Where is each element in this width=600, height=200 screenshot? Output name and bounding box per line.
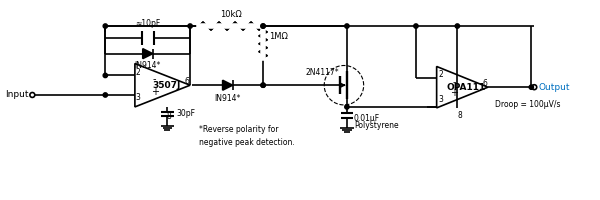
Circle shape: [345, 24, 349, 28]
Text: 3507J: 3507J: [152, 81, 181, 90]
Text: +: +: [451, 88, 458, 98]
Circle shape: [103, 73, 107, 78]
Circle shape: [103, 24, 107, 28]
Polygon shape: [143, 49, 152, 59]
Text: Droop = 100μV/s: Droop = 100μV/s: [495, 100, 560, 109]
Text: IN914*: IN914*: [134, 61, 161, 70]
Text: 0.01μF: 0.01μF: [354, 114, 380, 123]
Text: 3: 3: [439, 95, 443, 104]
Text: *Reverse polarity for
negative peak detection.: *Reverse polarity for negative peak dete…: [199, 125, 295, 147]
Text: 8: 8: [457, 111, 462, 120]
Text: ≈10pF: ≈10pF: [135, 19, 160, 28]
Circle shape: [103, 93, 107, 97]
Circle shape: [345, 105, 349, 109]
Text: IN914*: IN914*: [214, 94, 241, 103]
Circle shape: [455, 24, 460, 28]
Text: Output: Output: [538, 83, 570, 92]
Text: 3: 3: [136, 93, 141, 102]
Text: 8: 8: [166, 112, 171, 121]
Text: 2: 2: [439, 70, 443, 79]
Text: 30pF: 30pF: [176, 109, 196, 118]
Text: Input: Input: [5, 90, 28, 99]
Text: 6: 6: [482, 79, 487, 88]
Circle shape: [529, 85, 533, 89]
Polygon shape: [223, 80, 233, 90]
Text: 2N4117*: 2N4117*: [305, 68, 339, 77]
Text: -: -: [452, 77, 456, 87]
Text: 10kΩ: 10kΩ: [220, 10, 241, 19]
Circle shape: [261, 24, 265, 28]
Text: -: -: [153, 74, 157, 84]
Text: OPA111: OPA111: [446, 83, 486, 92]
Circle shape: [188, 24, 192, 28]
Text: 1MΩ: 1MΩ: [269, 32, 288, 41]
Text: 2: 2: [136, 68, 140, 77]
Circle shape: [414, 24, 418, 28]
Circle shape: [261, 83, 265, 87]
Circle shape: [261, 24, 265, 28]
Text: +: +: [151, 87, 158, 97]
Text: 6: 6: [184, 77, 189, 86]
Circle shape: [261, 83, 265, 87]
Text: Polystyrene: Polystyrene: [354, 121, 398, 130]
